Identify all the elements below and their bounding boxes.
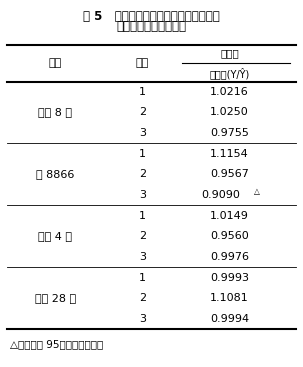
Text: 0.9560: 0.9560 [210, 231, 249, 241]
Text: 1.0149: 1.0149 [210, 211, 249, 221]
Text: 0.9994: 0.9994 [210, 314, 249, 324]
Text: 0.9090: 0.9090 [201, 190, 240, 200]
Text: 2: 2 [139, 231, 146, 241]
Text: 实测值: 实测值 [220, 48, 239, 58]
Text: 1: 1 [139, 149, 146, 159]
Text: 0.9976: 0.9976 [210, 252, 249, 262]
Text: 理论值(Y/Ŷ): 理论值(Y/Ŷ) [209, 68, 250, 79]
Text: 表 5   抽穗期单株茎数与群体叶面积关系: 表 5 抽穗期单株茎数与群体叶面积关系 [83, 11, 220, 23]
Text: 密度: 密度 [136, 58, 149, 68]
Text: 1: 1 [139, 211, 146, 221]
Text: 1.1081: 1.1081 [210, 293, 249, 303]
Text: △：未达到 95％适合度水平。: △：未达到 95％适合度水平。 [10, 339, 104, 349]
Text: 品种: 品种 [49, 58, 62, 68]
Text: △: △ [254, 187, 259, 196]
Text: 1.0216: 1.0216 [210, 87, 249, 97]
Text: 1.0250: 1.0250 [210, 108, 249, 117]
Text: 0.9993: 0.9993 [210, 273, 249, 283]
Text: 唐麦 4 号: 唐麦 4 号 [38, 231, 72, 241]
Text: 丰抗 8 号: 丰抗 8 号 [38, 108, 72, 117]
Text: 2: 2 [139, 108, 146, 117]
Text: 京 8866: 京 8866 [36, 170, 75, 179]
Text: 冀麦 28 号: 冀麦 28 号 [35, 293, 76, 303]
Text: 3: 3 [139, 252, 146, 262]
Text: 1: 1 [139, 87, 146, 97]
Text: 3: 3 [139, 128, 146, 138]
Text: 0.9567: 0.9567 [210, 170, 249, 179]
Text: 2: 2 [139, 170, 146, 179]
Text: 曲线方程适合度检验表: 曲线方程适合度检验表 [116, 20, 187, 33]
Text: 3: 3 [139, 190, 146, 200]
Text: 1.1154: 1.1154 [210, 149, 249, 159]
Text: 2: 2 [139, 293, 146, 303]
Text: 0.9755: 0.9755 [210, 128, 249, 138]
Text: 1: 1 [139, 273, 146, 283]
Text: 3: 3 [139, 314, 146, 324]
